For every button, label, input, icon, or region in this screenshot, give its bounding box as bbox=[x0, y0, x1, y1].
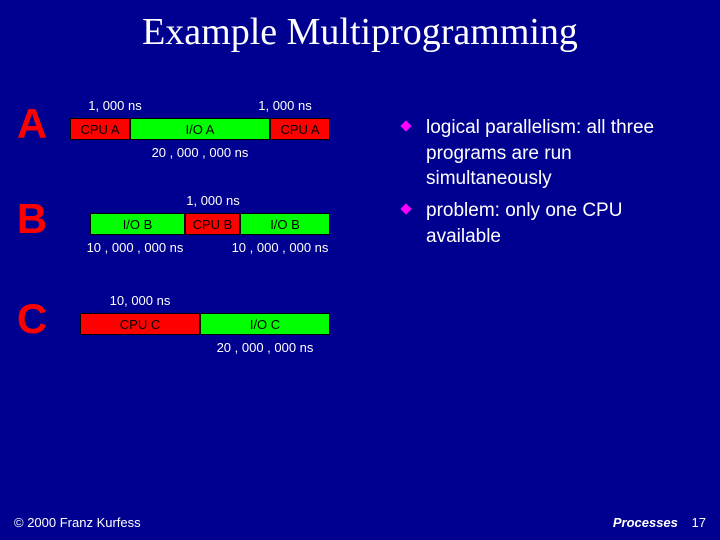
proc-b-box-io1: I/O B bbox=[90, 213, 185, 235]
bullet-text: problem: only one CPU available bbox=[426, 198, 700, 249]
bullet-item: problem: only one CPU available bbox=[400, 198, 700, 249]
slide: Example Multiprogramming A 1, 000 ns 1, … bbox=[0, 0, 720, 540]
footer-pageinfo: Processes 17 bbox=[613, 515, 706, 530]
bullet-list: logical parallelism: all three programs … bbox=[400, 115, 700, 255]
bullet-item: logical parallelism: all three programs … bbox=[400, 115, 700, 192]
proc-b-time-bottomleft: 10 , 000 , 000 ns bbox=[70, 240, 200, 255]
proc-b-box-cpu: CPU B bbox=[185, 213, 240, 235]
footer-pagenum: 17 bbox=[692, 515, 706, 530]
proc-b-box-io2: I/O B bbox=[240, 213, 330, 235]
proc-b-label: B bbox=[12, 195, 52, 243]
proc-c-box-cpu: CPU C bbox=[80, 313, 200, 335]
proc-a-time-topright: 1, 000 ns bbox=[240, 98, 330, 113]
proc-c-box-io: I/O C bbox=[200, 313, 330, 335]
slide-title: Example Multiprogramming bbox=[0, 10, 720, 54]
footer-section: Processes bbox=[613, 515, 678, 530]
diamond-icon bbox=[400, 120, 416, 136]
proc-a-time-bottom: 20 , 000 , 000 ns bbox=[130, 145, 270, 160]
proc-a-label: A bbox=[12, 100, 52, 148]
diamond-icon bbox=[400, 203, 416, 219]
bullet-text: logical parallelism: all three programs … bbox=[426, 115, 700, 192]
proc-c-time-top: 10, 000 ns bbox=[90, 293, 190, 308]
proc-c-time-bottom: 20 , 000 , 000 ns bbox=[190, 340, 340, 355]
proc-a-box-io: I/O A bbox=[130, 118, 270, 140]
proc-c-label: C bbox=[12, 295, 52, 343]
proc-a-box-cpu2: CPU A bbox=[270, 118, 330, 140]
footer-copyright: © 2000 Franz Kurfess bbox=[14, 515, 141, 530]
proc-a-box-cpu1: CPU A bbox=[70, 118, 130, 140]
proc-b-time-bottomright: 10 , 000 , 000 ns bbox=[215, 240, 345, 255]
proc-a-time-topleft: 1, 000 ns bbox=[70, 98, 160, 113]
proc-b-time-top: 1, 000 ns bbox=[178, 193, 248, 208]
